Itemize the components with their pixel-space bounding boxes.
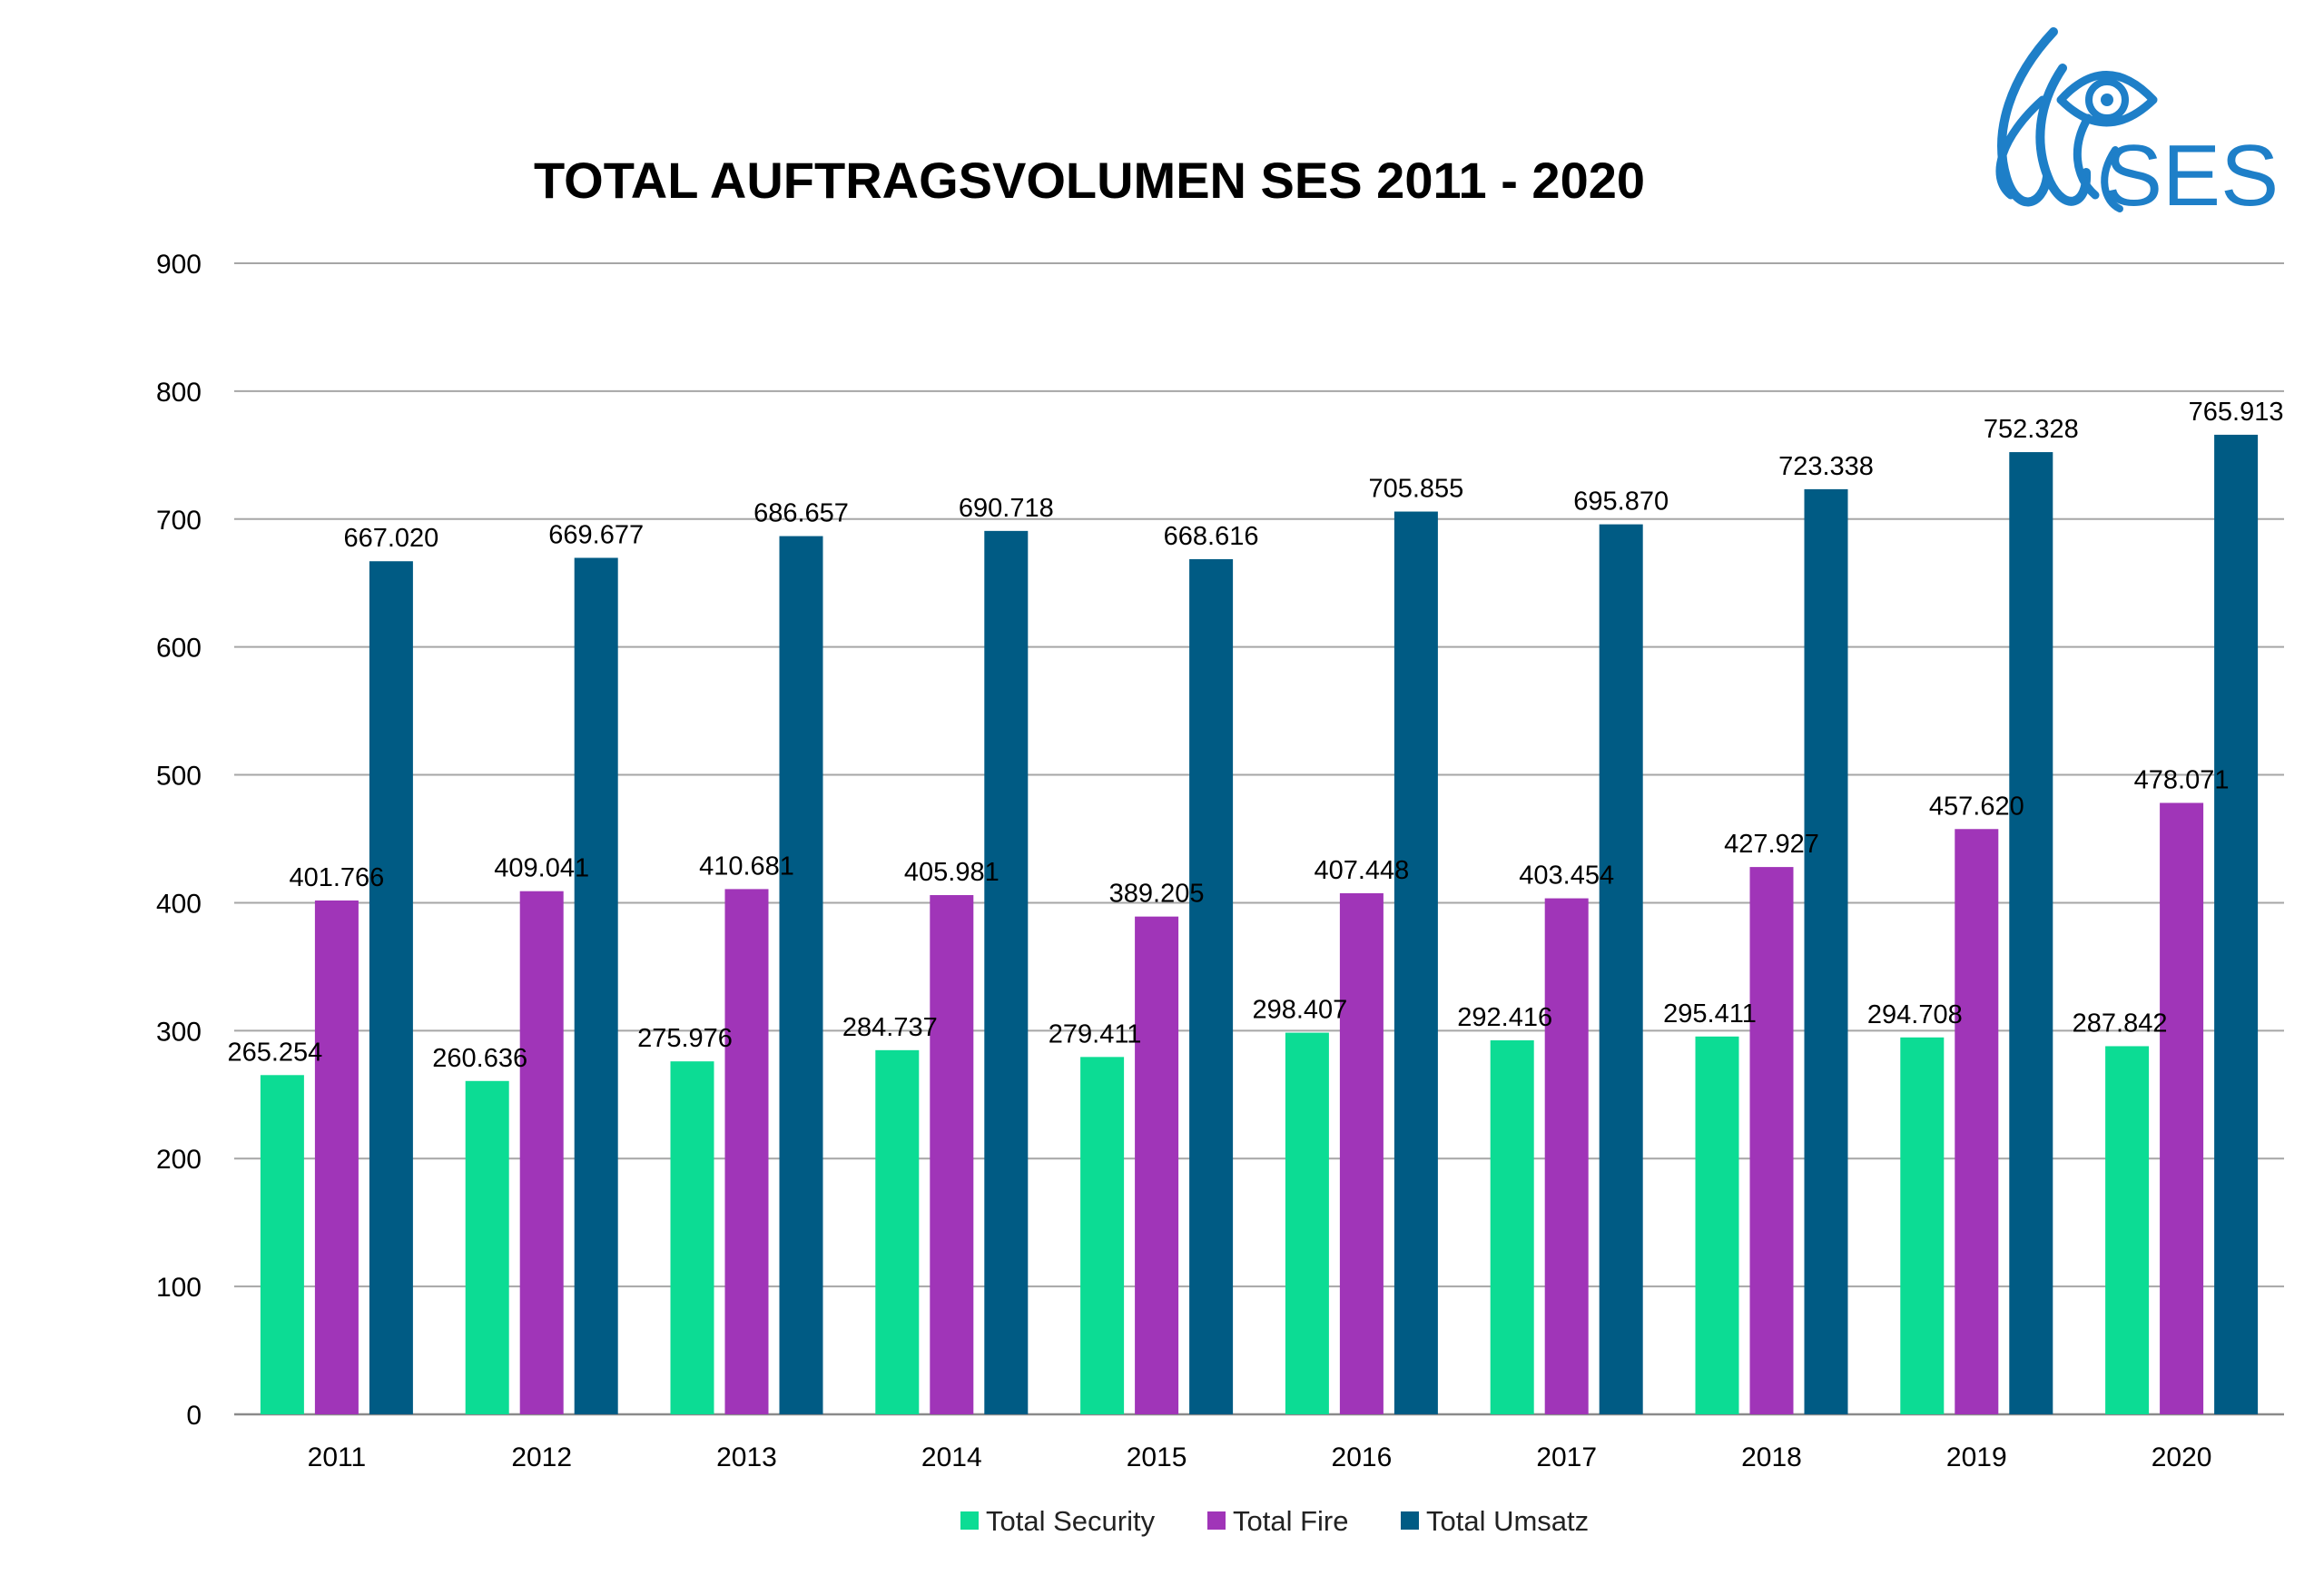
x-tick-label: 2012 [511,1442,572,1472]
x-tick-label: 2013 [716,1442,777,1472]
y-axis: 0 100 200 300 400 500 600 700 800 900 [156,250,202,1431]
legend-swatch-total-security [960,1511,979,1530]
x-tick-label: 2015 [1127,1442,1187,1472]
x-tick-label: 2018 [1741,1442,1802,1472]
data-label: 294.708 [1867,1000,1963,1029]
legend-swatch-total-fire [1207,1511,1226,1530]
data-label: 457.620 [1929,792,2024,821]
data-label: 669.677 [548,520,644,549]
legend-swatch-total-umsatz [1401,1511,1419,1530]
bar-total-fire-2020 [2160,802,2204,1414]
data-label: 265.254 [227,1038,322,1067]
bar-total-security-2014 [875,1049,920,1414]
bar-total-security-2011 [260,1075,304,1414]
data-label: 260.636 [432,1044,527,1073]
x-tick-label: 2011 [308,1442,367,1472]
logo-text: SES [2104,127,2279,224]
bar-total-fire-2012 [519,891,564,1414]
bar-total-security-2016 [1285,1032,1329,1414]
data-label: 298.407 [1252,996,1347,1025]
data-label: 284.737 [842,1013,938,1042]
data-label: 723.338 [1778,452,1874,481]
bar-total-security-2018 [1695,1036,1739,1414]
data-label: 765.913 [2189,398,2284,427]
data-label: 410.681 [699,852,794,881]
bar-total-security-2012 [465,1080,509,1414]
data-labels: 265.254 401.766 667.020 260.636 409.041 669.6… [227,398,2283,1073]
x-tick-label: 2017 [1536,1442,1597,1472]
y-tick-label: 600 [156,634,202,664]
data-label: 401.766 [289,863,384,892]
data-label: 752.328 [1984,415,2079,444]
bar-total-umsatz-2018 [1804,488,1848,1414]
bar-total-umsatz-2019 [2009,452,2053,1414]
ses-logo: SES [1995,27,2279,224]
data-label: 405.981 [904,858,1000,887]
bar-total-umsatz-2015 [1189,558,1234,1414]
x-tick-label: 2020 [2152,1442,2212,1472]
bar-total-security-2019 [1900,1037,1945,1414]
bar-total-umsatz-2017 [1599,524,1643,1414]
y-tick-label: 900 [156,250,202,280]
y-tick-label: 400 [156,889,202,919]
bar-total-security-2013 [670,1061,714,1414]
bar-total-security-2020 [2105,1046,2150,1414]
y-tick-label: 0 [186,1401,202,1431]
chart-title: TOTAL AUFTRAGSVOLUMEN SES 2011 - 2020 [534,152,1645,209]
bar-total-fire-2014 [930,895,974,1414]
bar-total-umsatz-2016 [1393,511,1438,1414]
data-label: 292.416 [1457,1003,1552,1032]
data-label: 295.411 [1663,999,1757,1029]
legend-label: Total Umsatz [1426,1505,1589,1537]
bar-total-security-2015 [1080,1057,1125,1414]
data-label: 275.976 [637,1024,733,1053]
data-label: 667.020 [343,524,438,553]
bar-total-fire-2011 [314,900,359,1414]
data-label: 705.855 [1368,475,1463,504]
y-tick-label: 100 [156,1273,202,1303]
x-axis: 2011 2012 2013 2014 2015 2016 2017 2018 2019 2020 [308,1442,2212,1472]
bar-total-umsatz-2014 [984,530,1029,1414]
x-tick-label: 2014 [921,1442,982,1472]
x-tick-label: 2019 [1946,1442,2007,1472]
data-label: 668.616 [1164,522,1259,551]
data-label: 279.411 [1049,1019,1142,1048]
legend-label: Total Fire [1233,1505,1348,1537]
bar-total-umsatz-2011 [369,561,413,1414]
data-label: 686.657 [753,499,849,528]
legend: Total Security Total Fire Total Umsatz [960,1505,1589,1537]
data-label: 403.454 [1519,861,1614,891]
y-tick-label: 700 [156,506,202,536]
bar-total-umsatz-2012 [574,557,618,1414]
bar-total-fire-2013 [724,889,769,1414]
flame-eye-icon [1995,27,2158,212]
y-tick-label: 800 [156,378,202,408]
bar-total-fire-2015 [1135,916,1179,1414]
y-tick-label: 500 [156,762,202,792]
bar-total-fire-2019 [1955,829,1999,1414]
data-label: 690.718 [959,494,1054,523]
y-tick-label: 200 [156,1145,202,1175]
bar-total-fire-2017 [1544,898,1589,1414]
data-label: 427.927 [1724,830,1819,859]
bar-total-fire-2018 [1749,867,1794,1414]
y-tick-label: 300 [156,1017,202,1047]
data-label: 389.205 [1109,880,1205,909]
data-label: 409.041 [494,854,589,883]
data-label: 695.870 [1573,487,1669,517]
legend-label: Total Security [986,1505,1156,1537]
bar-total-fire-2016 [1339,892,1384,1414]
data-label: 287.842 [2073,1009,2168,1038]
data-label: 478.071 [2134,765,2230,794]
bars [260,434,2259,1414]
x-tick-label: 2016 [1332,1442,1393,1472]
bar-total-security-2017 [1490,1040,1534,1414]
data-label: 407.448 [1314,856,1409,885]
bar-total-umsatz-2020 [2214,434,2259,1414]
bar-total-umsatz-2013 [779,536,823,1414]
